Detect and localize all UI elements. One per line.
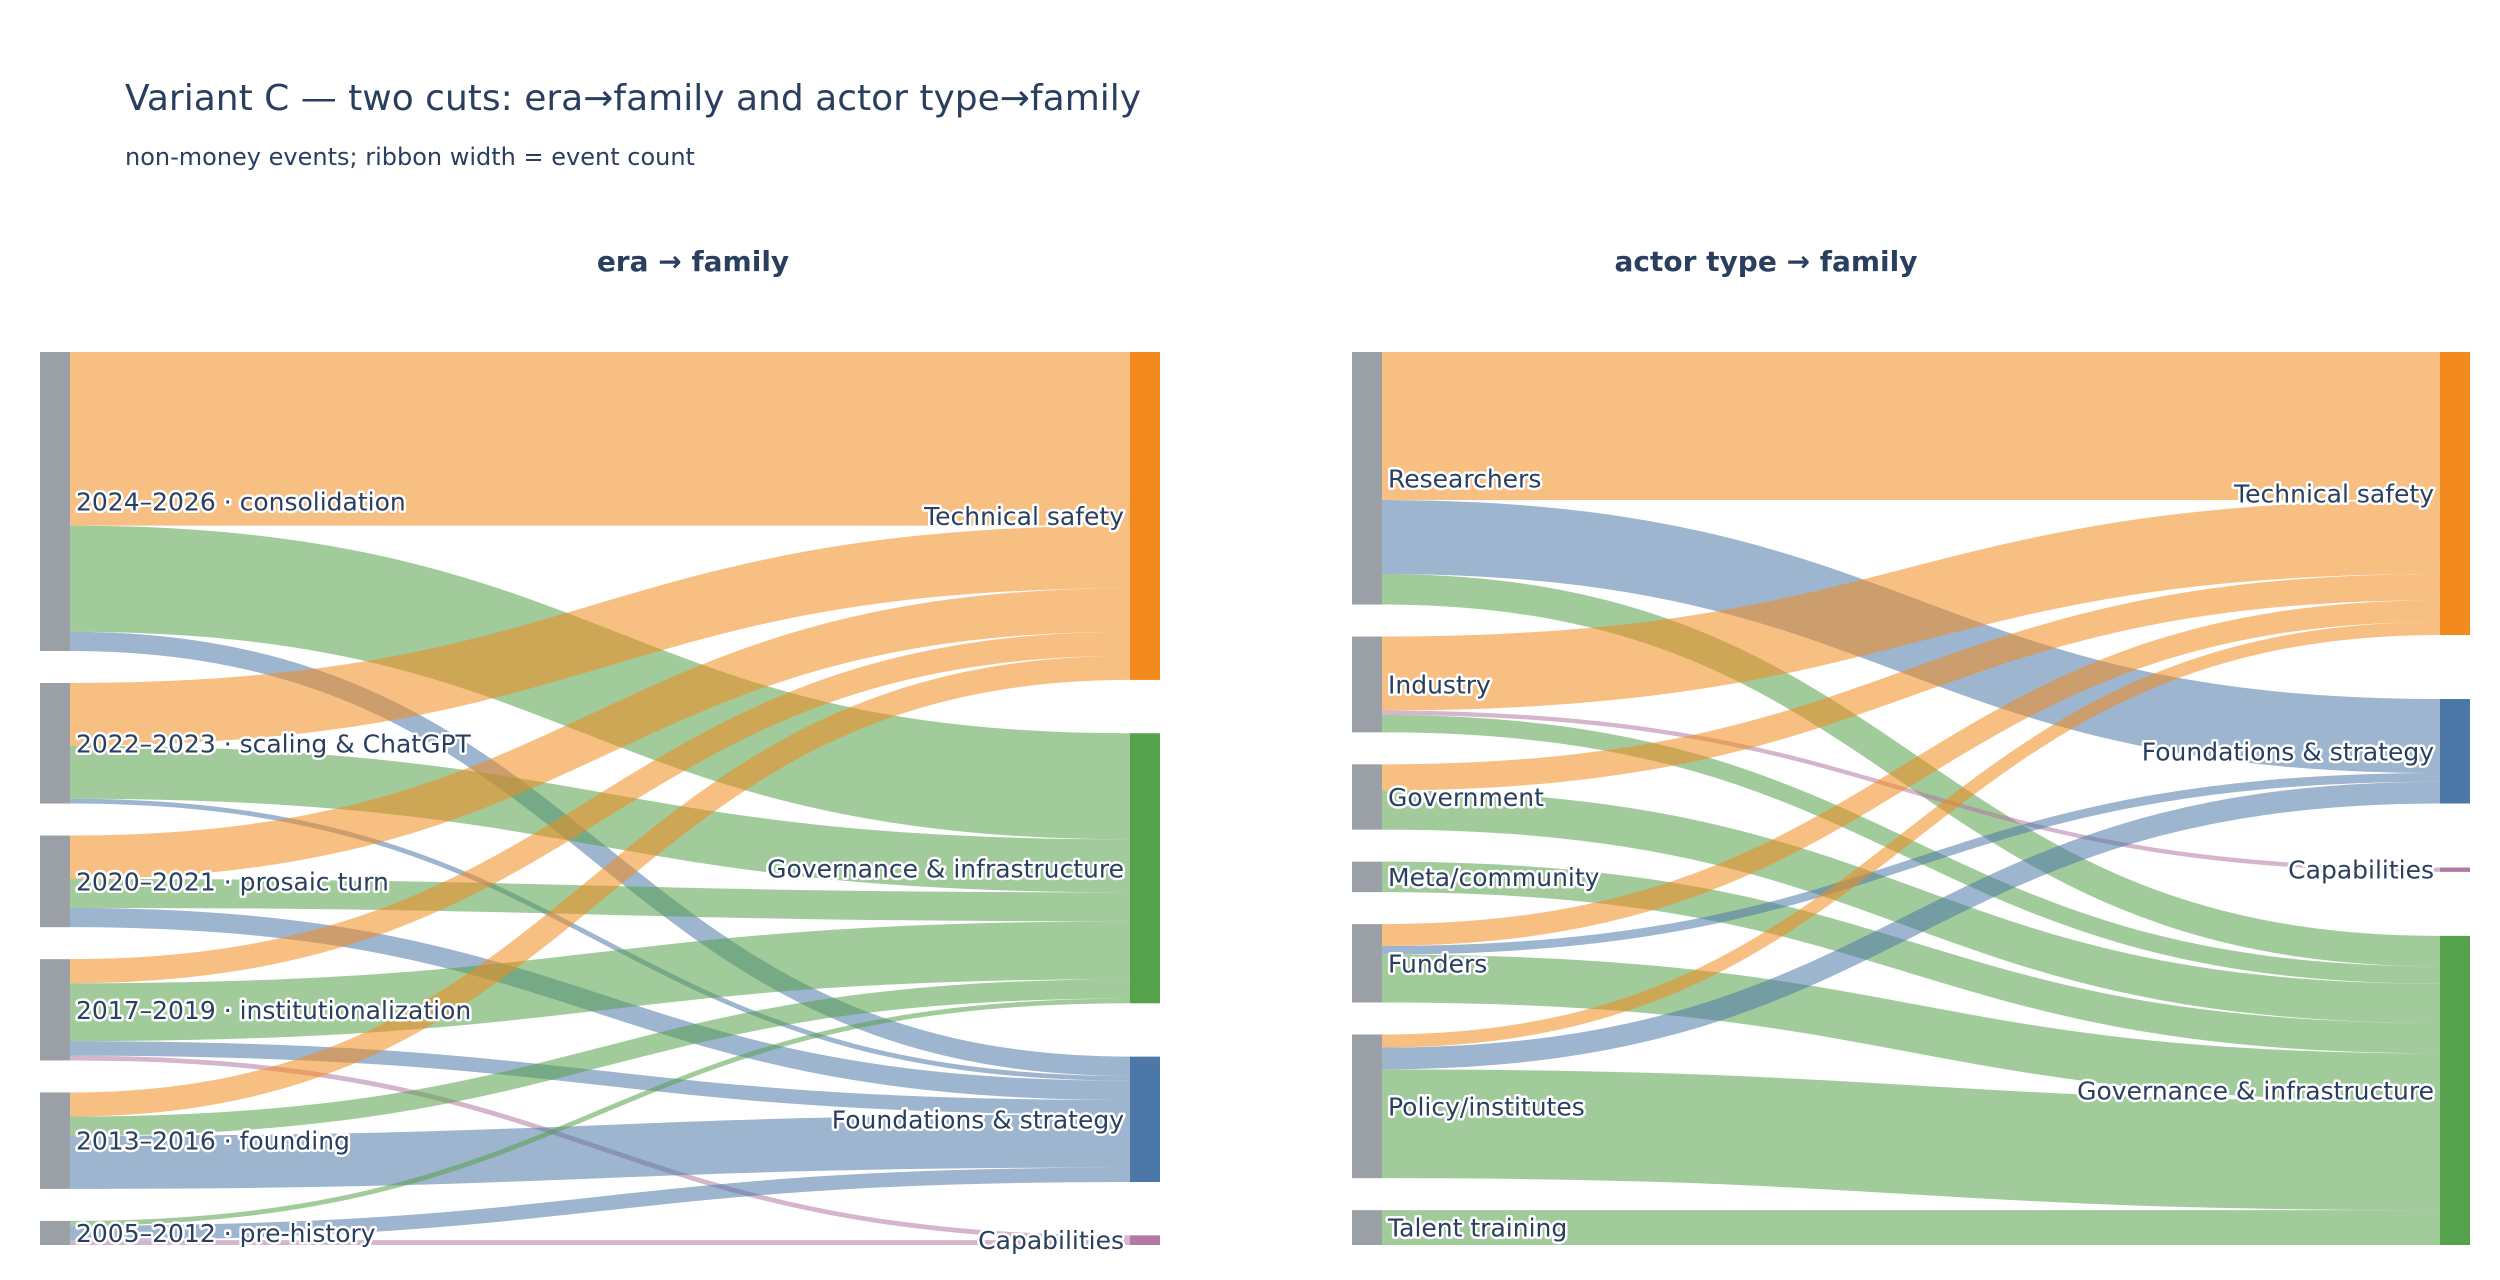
link-government-to-technical-safety[interactable] [1381,574,2441,791]
link-2017-2019-institutionalization-to-governance-infrastructure[interactable] [69,921,1131,1042]
node-label-government: Government [1388,783,1544,812]
link-government-to-governance-infrastructure[interactable] [1381,790,2441,1023]
link-2022-2023-scaling-chatgpt-to-technical-safety[interactable] [69,525,1131,746]
node-label-2017-2019-institutionalization: 2017–2019 · institutionalization [76,996,471,1025]
node-label-foundations-strategy: Foundations & strategy [832,1105,1124,1134]
link-meta-community-to-governance-infrastructure[interactable] [1381,861,2441,1054]
node-label-funders: Funders [1388,949,1487,978]
node-2017-2019-institutionalization[interactable] [40,959,70,1061]
node-label-2013-2016-founding: 2013–2016 · founding [76,1127,350,1156]
link-funders-to-technical-safety[interactable] [1381,600,2441,946]
node-label-foundations-strategy: Foundations & strategy [2142,737,2434,766]
node-policy-institutes[interactable] [1352,1034,1382,1179]
link-2017-2019-institutionalization-to-technical-safety[interactable] [69,631,1131,984]
node-governance-infrastructure[interactable] [1130,733,1160,1004]
link-2024-2026-consolidation-to-foundations-strategy[interactable] [69,631,1131,1076]
node-2024-2026-consolidation[interactable] [40,352,70,651]
chart-subtitle: non-money events; ribbon width = event c… [125,143,695,171]
link-2013-2016-founding-to-governance-infrastructure[interactable] [69,979,1131,1136]
node-capabilities[interactable] [1130,1235,1160,1245]
node-2013-2016-founding[interactable] [40,1092,70,1189]
link-2024-2026-consolidation-to-governance-infrastructure[interactable] [69,525,1131,840]
node-governance-infrastructure[interactable] [2440,935,2470,1245]
link-2013-2016-founding-to-technical-safety[interactable] [69,655,1131,1117]
node-label-2005-2012-pre-history: 2005–2012 · pre-history [76,1219,376,1248]
link-2005-2012-pre-history-to-governance-infrastructure[interactable] [69,998,1131,1226]
node-meta-community[interactable] [1352,861,1382,893]
panel-2-title: actor type → family [1615,245,1918,278]
panel-2-links [1381,352,2441,1245]
link-policy-institutes-to-technical-safety[interactable] [1381,621,2441,1048]
node-researchers[interactable] [1352,352,1382,605]
node-label-governance-infrastructure: Governance & infrastructure [767,854,1124,883]
node-label-2024-2026-consolidation: 2024–2026 · consolidation [76,487,406,516]
node-funders[interactable] [1352,924,1382,1003]
link-policy-institutes-to-foundations-strategy[interactable] [1381,781,2441,1070]
node-foundations-strategy[interactable] [2440,699,2470,804]
node-talent-training[interactable] [1352,1210,1382,1245]
node-label-industry: Industry [1388,670,1491,699]
node-label-2022-2023-scaling-chatgpt: 2022–2023 · scaling & ChatGPT [76,729,472,758]
link-industry-to-governance-infrastructure[interactable] [1381,714,2441,984]
link-2020-2021-prosaic-turn-to-technical-safety[interactable] [69,588,1131,879]
node-foundations-strategy[interactable] [1130,1056,1160,1183]
node-label-researchers: Researchers [1388,464,1541,493]
link-funders-to-foundations-strategy[interactable] [1381,773,2441,955]
panel-2: actor type → family Researchers Industry Go… [1352,245,2470,1245]
link-policy-institutes-to-governance-infrastructure[interactable] [1381,1069,2441,1211]
node-label-talent-training: Talent training [1387,1214,1567,1243]
node-government[interactable] [1352,764,1382,830]
node-2022-2023-scaling-chatgpt[interactable] [40,682,70,804]
node-label-policy-institutes: Policy/institutes [1388,1092,1585,1121]
node-label-2020-2021-prosaic-turn: 2020–2021 · prosaic turn [76,867,389,896]
link-industry-to-capabilities[interactable] [1381,710,2441,872]
link-funders-to-governance-infrastructure[interactable] [1381,954,2441,1102]
link-2017-2019-institutionalization-to-foundations-strategy[interactable] [69,1041,1131,1115]
node-2020-2021-prosaic-turn[interactable] [40,835,70,928]
link-2013-2016-founding-to-foundations-strategy[interactable] [69,1114,1131,1189]
panel-1-nodes: 2024–2026 · consolidation 2022–2023 · sca… [40,352,1160,1258]
node-industry[interactable] [1352,636,1382,733]
node-capabilities[interactable] [2440,867,2470,872]
node-label-technical-safety: Technical safety [2233,480,2434,509]
node-technical-safety[interactable] [1130,352,1160,680]
panel-1-links [69,352,1131,1246]
link-2022-2023-scaling-chatgpt-to-foundations-strategy[interactable] [69,798,1131,1081]
link-2005-2012-pre-history-to-foundations-strategy[interactable] [69,1167,1131,1241]
node-label-meta-community: Meta/community [1388,863,1600,892]
panel-2-nodes: Researchers Industry Government Meta/commun… [1352,352,2470,1245]
node-label-governance-infrastructure: Governance & infrastructure [2077,1076,2434,1105]
node-2005-2012-pre-history[interactable] [40,1220,70,1245]
node-label-capabilities: Capabilities [2288,856,2434,885]
node-label-capabilities: Capabilities [978,1226,1124,1255]
chart-title: Variant C — two cuts: era→family and act… [125,78,1142,119]
link-industry-to-technical-safety[interactable] [1381,500,2441,711]
panel-1-title: era → family [597,245,789,278]
node-technical-safety[interactable] [2440,352,2470,636]
node-label-technical-safety: Technical safety [923,502,1124,531]
